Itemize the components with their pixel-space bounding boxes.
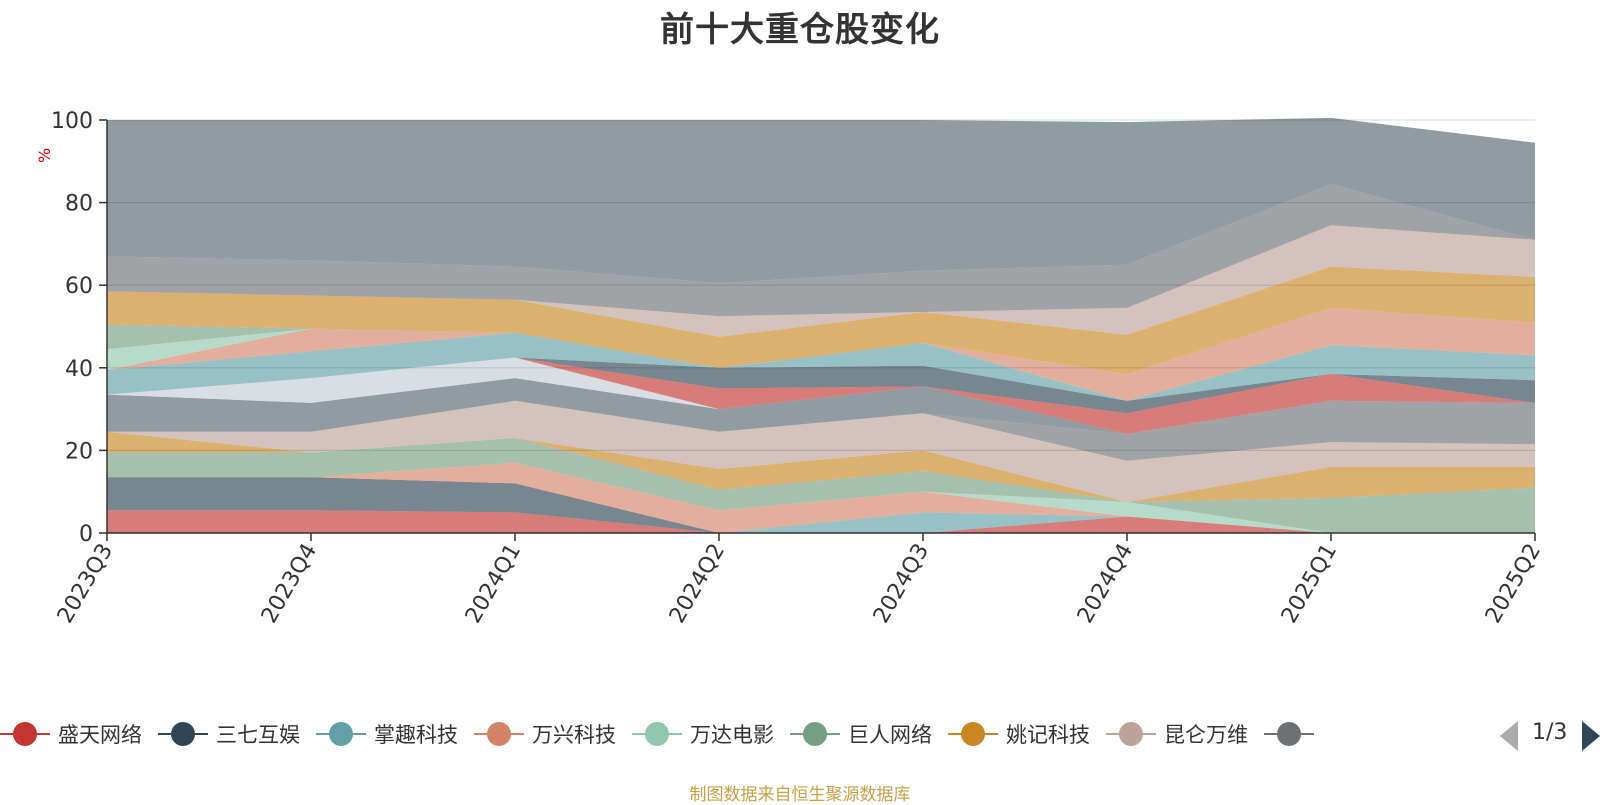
legend-swatch-icon bbox=[316, 721, 366, 747]
area-series-11[interactable] bbox=[107, 357, 1535, 434]
y-tick-label: 80 bbox=[65, 192, 93, 217]
x-tick-label: 2024Q3 bbox=[869, 540, 934, 628]
legend-prev-page-icon[interactable] bbox=[1500, 721, 1518, 751]
x-tick-label: 2023Q3 bbox=[53, 540, 118, 628]
legend-swatch-icon bbox=[790, 721, 840, 747]
x-tick-label: 2024Q2 bbox=[665, 540, 730, 628]
y-tick-label: 100 bbox=[51, 109, 93, 134]
legend-item[interactable]: 盛天网络 bbox=[0, 716, 142, 752]
x-tick-label: 2025Q1 bbox=[1277, 540, 1342, 628]
area-series-8[interactable] bbox=[107, 400, 1535, 502]
x-tick-label: 2024Q1 bbox=[461, 540, 526, 628]
legend-label: 三七互娱 bbox=[216, 723, 300, 747]
y-axis-unit-label: % bbox=[35, 148, 54, 163]
legend-item[interactable]: 掌趣科技 bbox=[316, 716, 458, 752]
legend-item[interactable]: 三七互娱 bbox=[158, 716, 300, 752]
legend-label: 万达电影 bbox=[690, 723, 774, 747]
legend-swatch-icon bbox=[1106, 721, 1156, 747]
data-source-note: 制图数据来自恒生聚源数据库 bbox=[689, 785, 911, 805]
y-tick-label: 40 bbox=[65, 357, 93, 382]
legend-swatch-icon bbox=[1264, 721, 1314, 747]
legend-label: 昆仑万维 bbox=[1164, 723, 1248, 747]
legend-label: 盛天网络 bbox=[58, 723, 142, 747]
area-series-layer bbox=[107, 117, 1535, 533]
area-series-15[interactable] bbox=[107, 307, 1535, 401]
area-series-6[interactable] bbox=[107, 438, 1535, 533]
area-series-4[interactable] bbox=[107, 462, 1535, 533]
area-series-19[interactable] bbox=[107, 225, 1535, 337]
legend-swatch-icon bbox=[948, 721, 998, 747]
legend-item[interactable] bbox=[1264, 716, 1322, 752]
y-tick-label: 0 bbox=[79, 522, 93, 547]
area-series-5[interactable] bbox=[107, 462, 1535, 533]
x-tick-label: 2025Q2 bbox=[1481, 540, 1546, 628]
y-tick-label: 20 bbox=[65, 439, 93, 464]
area-series-9[interactable] bbox=[107, 400, 1535, 461]
legend-label: 万兴科技 bbox=[532, 723, 616, 747]
x-tick-label: 2024Q4 bbox=[1073, 540, 1138, 628]
legend-next-page-icon[interactable] bbox=[1582, 721, 1600, 751]
area-series-1[interactable] bbox=[107, 510, 1535, 533]
legend-page-indicator: 1/3 bbox=[1532, 720, 1568, 745]
area-series-7[interactable] bbox=[107, 431, 1535, 502]
legend-item[interactable]: 昆仑万维 bbox=[1106, 716, 1248, 752]
chart-title: 前十大重仓股变化 bbox=[660, 10, 940, 50]
legend-item[interactable]: 万达电影 bbox=[632, 716, 774, 752]
area-series-12[interactable] bbox=[107, 357, 1535, 434]
legend-swatch-icon bbox=[632, 721, 682, 747]
y-tick-label: 60 bbox=[65, 274, 93, 299]
legend-swatch-icon bbox=[158, 721, 208, 747]
legend-label: 姚记科技 bbox=[1006, 723, 1090, 747]
x-tick-label: 2023Q4 bbox=[257, 540, 322, 628]
legend-label: 掌趣科技 bbox=[374, 723, 458, 747]
area-series-2[interactable] bbox=[107, 477, 1535, 533]
legend-pager: 1/3 bbox=[1500, 718, 1600, 752]
legend-swatch-icon bbox=[0, 721, 50, 747]
legend-label: 巨人网络 bbox=[848, 723, 932, 747]
area-series-18[interactable] bbox=[107, 266, 1535, 374]
legend-item[interactable]: 姚记科技 bbox=[948, 716, 1090, 752]
legend-item[interactable]: 巨人网络 bbox=[790, 716, 932, 752]
area-series-10[interactable] bbox=[107, 378, 1535, 434]
area-series-21[interactable] bbox=[107, 117, 1535, 284]
legend: 盛天网络 三七互娱 掌趣科技 万兴科技 万达电影 巨人网络 姚记科技 昆仑万维 bbox=[0, 716, 1480, 752]
area-series-20[interactable] bbox=[107, 184, 1535, 317]
legend-item[interactable]: 万兴科技 bbox=[474, 716, 616, 752]
area-series-13[interactable] bbox=[107, 357, 1535, 414]
legend-swatch-icon bbox=[474, 721, 524, 747]
area-series-14[interactable] bbox=[107, 332, 1535, 401]
